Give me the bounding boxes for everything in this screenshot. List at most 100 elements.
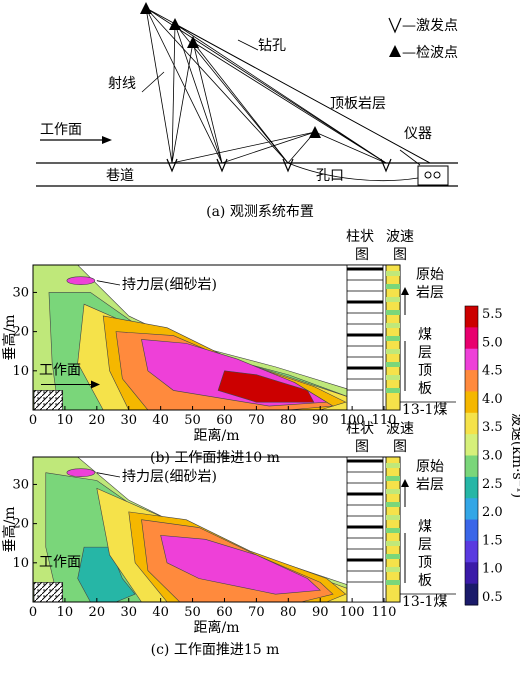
velocity-column-band (386, 463, 400, 468)
annotation-leader (96, 472, 121, 478)
side-label-original: 原始 (416, 267, 444, 283)
colorbar-swatch (465, 519, 478, 542)
x-tick-label: 0 (29, 605, 37, 620)
cable-line (287, 162, 419, 181)
x-tick-label: 40 (152, 605, 169, 620)
y-axis-label: 垂高/m (1, 315, 18, 361)
source-markers (140, 2, 321, 138)
velocity-column-band (386, 375, 400, 380)
column-header-2b: 图 (393, 247, 407, 263)
ray-line (174, 23, 387, 164)
colorbar-swatch (465, 327, 478, 350)
x-tick-label: 50 (184, 605, 201, 620)
colorbar-tick-label: 1.5 (482, 533, 503, 548)
x-tick-label: 60 (216, 605, 233, 620)
ray-line (174, 23, 431, 164)
x-tick-label: 100 (340, 605, 365, 620)
column-header-1b: 图 (355, 439, 369, 455)
roof-label: 顶板岩层 (330, 96, 386, 112)
panel-caption: (c) 工作面推进15 m (151, 642, 280, 658)
velocity-column-band (386, 515, 400, 520)
side-arrow-head (401, 287, 409, 295)
colorbar-swatch (465, 434, 478, 456)
ray-line (145, 7, 173, 164)
colorbar-swatch (465, 306, 478, 328)
sandstone-layer-contour (66, 276, 96, 285)
side-label-roof-char: 顶 (418, 555, 432, 571)
side-label-roof-char: 板 (418, 381, 432, 397)
colorbar-tick-label: 4.5 (482, 364, 503, 379)
side-label-original-b: 岩层 (416, 285, 444, 301)
colorbar-swatch (465, 370, 478, 392)
side-label-original: 原始 (416, 459, 444, 475)
colorbar-title: 波速(km·s⁻¹) (509, 413, 520, 498)
ray-line (145, 7, 223, 164)
colorbar-swatch (465, 476, 478, 499)
velocity-contour-map (32, 456, 353, 603)
colorbar-swatch (465, 455, 478, 478)
colorbar-swatch (465, 412, 478, 435)
velocity-column-band (386, 323, 400, 328)
face-arrow-head (102, 136, 112, 144)
x-tick-label: 50 (184, 413, 201, 428)
ray-label: 射线 (108, 76, 136, 92)
velocity-column-band (386, 502, 400, 507)
receiver-markers (166, 158, 392, 173)
x-tick-label: 20 (89, 605, 106, 620)
velocity-column-band (386, 349, 400, 354)
x-tick-label: 0 (29, 413, 37, 428)
x-tick-label: 80 (280, 413, 297, 428)
velocity-column-band (386, 271, 400, 276)
x-axis-label: 距离/m (194, 619, 240, 636)
x-tick-label: 30 (120, 605, 137, 620)
drill-leader (237, 39, 259, 51)
column-header-1: 柱状 (346, 421, 374, 437)
ray-line (171, 131, 316, 164)
x-tick-label: 30 (120, 413, 137, 428)
sandstone-annotation: 持力层(细砂岩) (122, 469, 217, 485)
x-tick-label: 70 (248, 605, 265, 620)
colorbar-tick-label: 1.0 (482, 562, 503, 577)
y-tick-label: 20 (12, 325, 29, 340)
instrument-dial-icon (424, 171, 432, 179)
side-label-roof-char: 层 (418, 345, 432, 361)
velocity-column-band (386, 476, 400, 481)
velocity-column-band (386, 528, 400, 533)
colorbar-tick-label: 2.5 (482, 477, 503, 492)
velocity-column-band (386, 580, 400, 585)
column-header-2: 波速 (386, 421, 414, 437)
instrument-leader (399, 149, 421, 166)
roadway-label: 巷道 (106, 168, 134, 184)
colorbar-frame (464, 305, 479, 606)
velocity-column-band (386, 310, 400, 315)
ray-line (174, 23, 223, 164)
x-tick-label: 90 (312, 605, 329, 620)
ray-line (145, 7, 387, 164)
velocity-column-band (386, 297, 400, 302)
face-label: 工作面 (40, 122, 82, 138)
panel-c: 0 10 20 30 40 50 60 70 80 90 100 110 10 20 30 距离/m 垂高/m 柱… (1, 421, 456, 658)
column-header-1: 柱状 (346, 229, 374, 245)
borehole-column (346, 264, 384, 411)
side-arrow-head (401, 479, 409, 487)
side-label-roof-char: 层 (418, 537, 432, 553)
sandstone-annotation: 持力层(细砂岩) (122, 277, 217, 293)
instrument-dial-icon (433, 171, 441, 179)
velocity-column-band (386, 336, 400, 341)
face-label: 工作面 (39, 363, 81, 379)
side-label-roof-char: 顶 (418, 363, 432, 379)
colorbar-swatch (465, 562, 478, 585)
colorbar-tick-label: 3.0 (482, 449, 503, 464)
seam-label: 13-1煤 (402, 594, 447, 610)
seam-label: 13-1煤 (402, 402, 447, 418)
velocity-band (217, 370, 315, 403)
x-tick-label: 110 (372, 413, 397, 428)
colorbar-tick-label: 2.0 (482, 505, 503, 520)
velocity-column-band (386, 284, 400, 289)
source-marker-icon (282, 158, 294, 173)
goaf-hatch (33, 582, 64, 603)
ray-line (314, 131, 387, 164)
legend-source-label: —激发点 (402, 17, 458, 34)
borehole-column (346, 456, 384, 603)
